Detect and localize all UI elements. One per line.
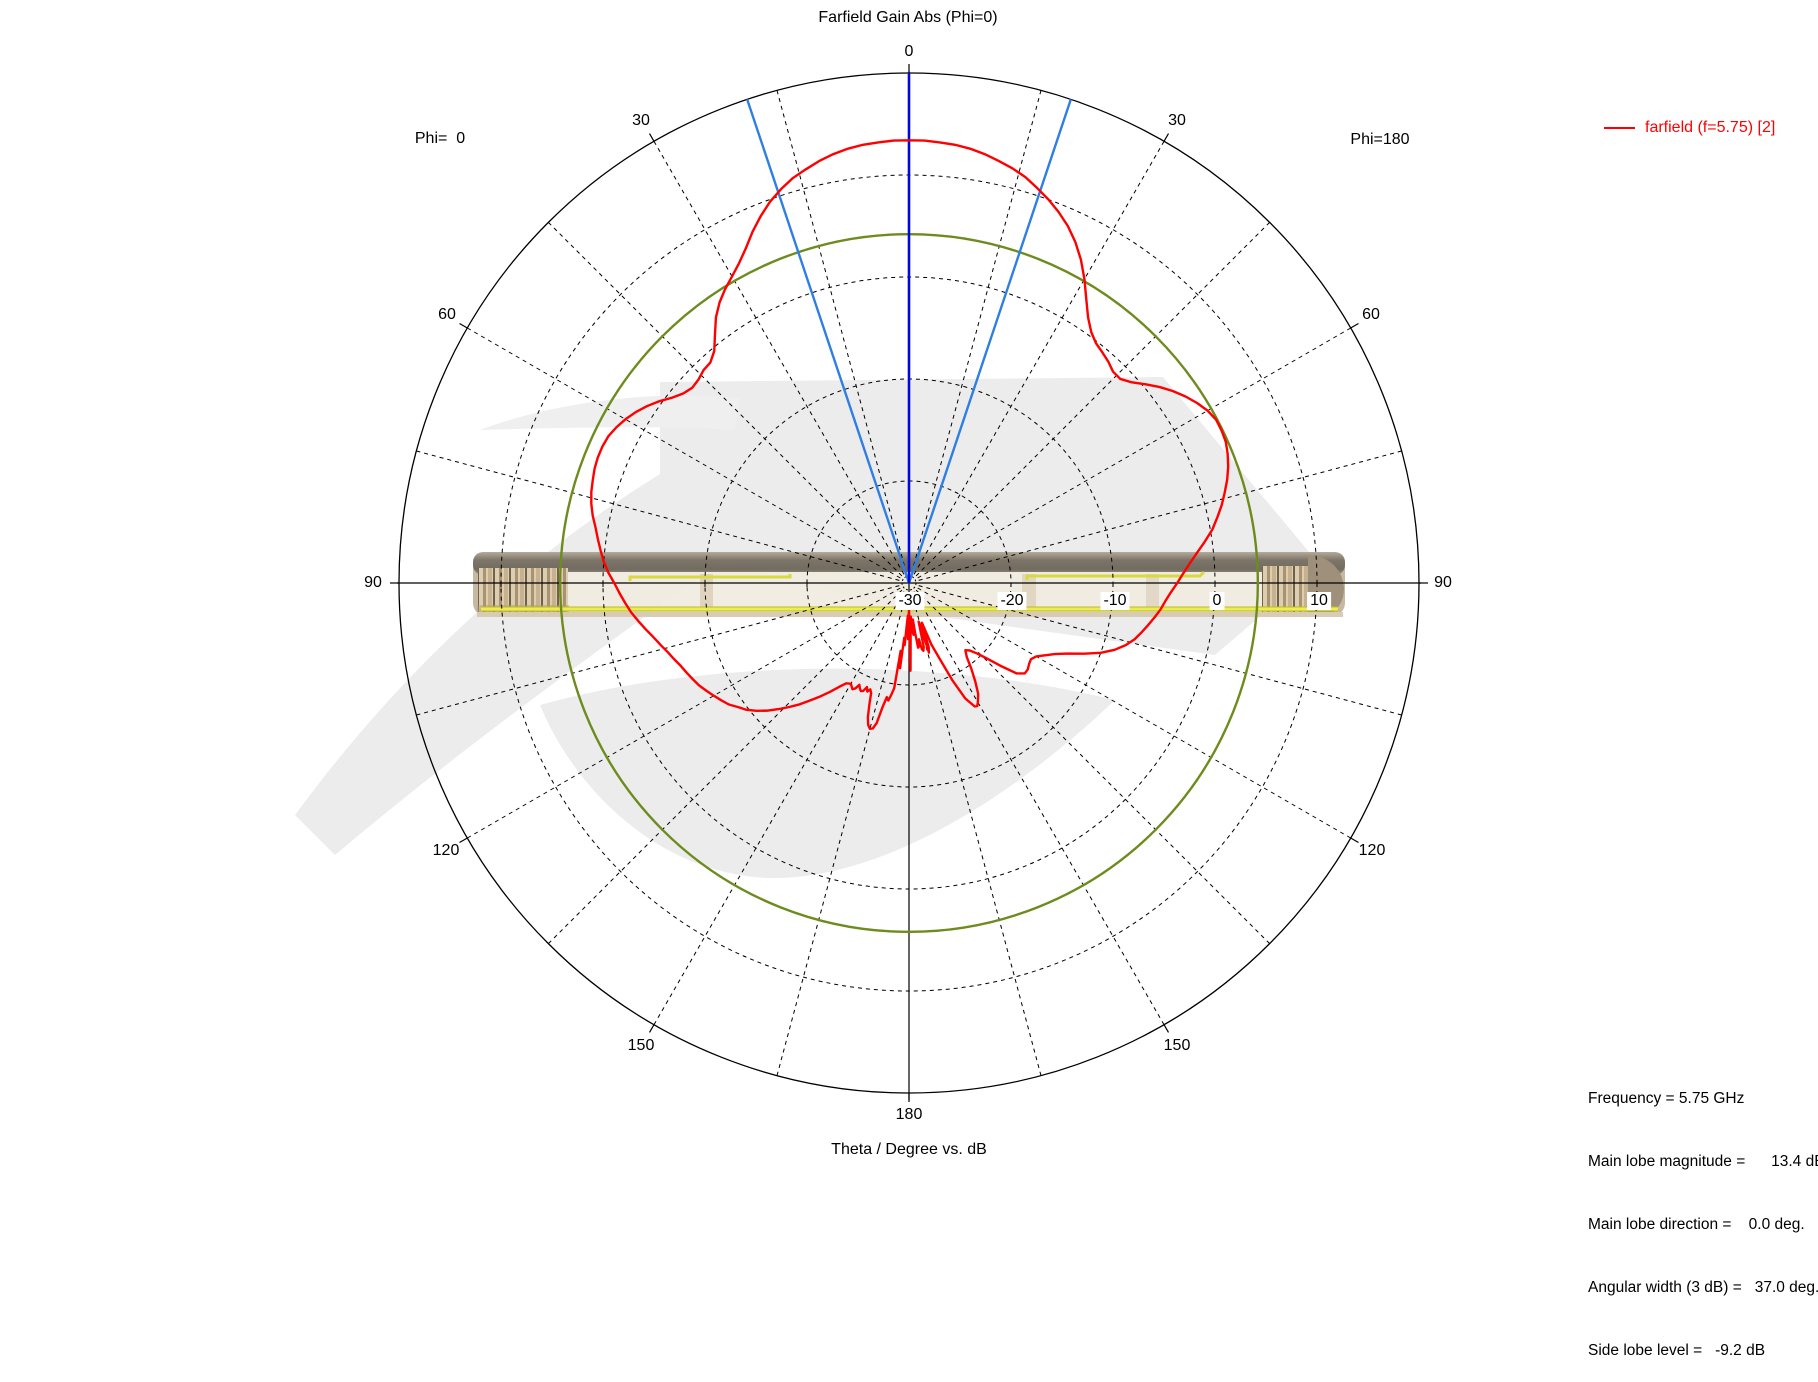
- theta-label-60-right: 60: [1362, 306, 1380, 323]
- phi-right-label: Phi=180: [1350, 131, 1410, 148]
- grid-spoke: [917, 587, 1351, 839]
- legend-line-sample: [1604, 127, 1635, 129]
- r-axis-label-0: 0: [1209, 592, 1225, 610]
- angle-tick: [459, 322, 468, 329]
- angle-tick: [648, 1024, 655, 1033]
- grid-spoke: [548, 222, 903, 577]
- theta-label-120-left: 120: [432, 842, 460, 859]
- grid-spoke: [913, 591, 1165, 1025]
- legend-label: farfield (f=5.75) [2]: [1645, 119, 1776, 136]
- angle-tick: [1350, 837, 1359, 844]
- r-axis-label--10: -10: [1100, 592, 1130, 610]
- pcb-trace-left: [628, 574, 792, 581]
- theta-label-150-left: 150: [627, 1037, 655, 1054]
- grid-spoke: [416, 585, 900, 716]
- grid-spoke: [918, 450, 1402, 581]
- stat-angular-width: Angular width (3 dB) = 37.0 deg.: [1588, 1279, 1818, 1296]
- stat-main-lobe-direction: Main lobe direction = 0.0 deg.: [1588, 1216, 1805, 1233]
- theta-label-180: 180: [895, 1106, 923, 1123]
- grid-spoke: [913, 141, 1165, 575]
- theta-label-90-right: 90: [1434, 574, 1452, 591]
- stat-frequency: Frequency = 5.75 GHz: [1588, 1090, 1745, 1107]
- grid-spoke: [776, 592, 907, 1076]
- grid-spoke: [915, 589, 1270, 944]
- angle-tick: [459, 837, 468, 844]
- page-title: Farfield Gain Abs (Phi=0): [818, 9, 998, 26]
- axis-caption: Theta / Degree vs. dB: [831, 1141, 987, 1158]
- phi-left-label: Phi= 0: [414, 130, 466, 147]
- grid-spoke: [416, 450, 900, 581]
- theta-label-90-left: 90: [364, 574, 382, 591]
- theta-label-150-right: 150: [1163, 1037, 1191, 1054]
- theta-label-0: 0: [904, 43, 914, 60]
- grid-spoke: [776, 90, 907, 574]
- r-axis-label--20: -20: [997, 592, 1027, 610]
- plot-curves: [558, 73, 1260, 934]
- farfield-pattern-curve: [590, 139, 1230, 731]
- angle-tick: [1163, 1024, 1170, 1033]
- stat-side-lobe-level: Side lobe level = -9.2 dB: [1588, 1342, 1766, 1359]
- theta-label-120-right: 120: [1358, 842, 1386, 859]
- pcb-trace-right: [1025, 570, 1206, 580]
- theta-label-30-left: 30: [632, 112, 650, 129]
- theta-label-30-right: 30: [1168, 112, 1186, 129]
- grid-spoke: [467, 587, 901, 839]
- angle-tick: [1350, 322, 1359, 329]
- r-axis-label--30: -30: [895, 592, 925, 610]
- grid-spoke: [917, 327, 1351, 579]
- angular-width-line: [746, 98, 911, 584]
- farfield-polar-plot-window: { "title": "Farfield Gain Abs (Phi=0)", …: [295, 9, 1818, 1359]
- grid-spoke: [548, 589, 903, 944]
- grid-spoke: [911, 592, 1042, 1076]
- angle-tick: [1163, 133, 1170, 142]
- grid-spoke: [915, 222, 1270, 577]
- polar-plot-canvas: [295, 64, 1428, 1102]
- grid-spoke: [467, 327, 901, 579]
- stat-main-lobe-magnitude: Main lobe magnitude = 13.4 dB: [1588, 1153, 1818, 1170]
- device-post: [1146, 574, 1159, 610]
- device-left-end: [478, 568, 568, 614]
- theta-label-60-left: 60: [438, 306, 456, 323]
- angular-width-line: [907, 98, 1072, 584]
- r-axis-label-10: 10: [1307, 592, 1331, 610]
- farfield-stats-block: Frequency = 5.75 GHz Main lobe magnitude…: [1588, 1046, 1818, 1382]
- grid-spoke: [653, 141, 905, 575]
- grid-spoke: [911, 90, 1042, 574]
- angle-tick: [648, 133, 655, 142]
- grid-spoke: [653, 591, 905, 1025]
